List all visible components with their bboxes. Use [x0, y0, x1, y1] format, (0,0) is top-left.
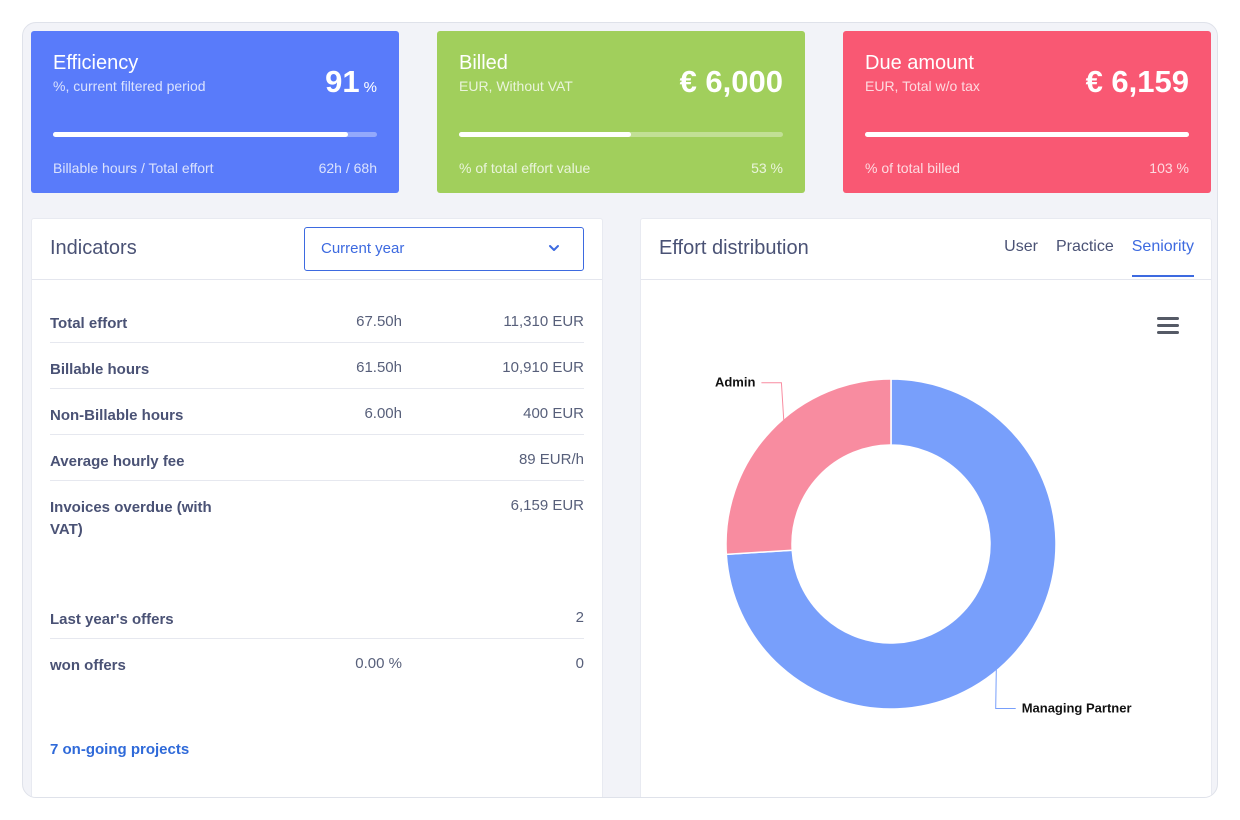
card-footer-value: 62h / 68h [318, 160, 377, 176]
hamburger-menu-icon[interactable] [1157, 317, 1179, 335]
card-value: € 6,159 [1085, 64, 1189, 99]
progress-fill [459, 132, 631, 137]
card-subtitle: EUR, Total w/o tax [865, 78, 980, 94]
donut-slice-managing-partner[interactable] [725, 378, 1057, 710]
donut-slice-admin[interactable] [725, 378, 892, 556]
effort-tabs: User Practice Seniority [1004, 238, 1195, 277]
indicator-value: 6,159 EUR [510, 497, 584, 514]
due-amount-card: Due amount EUR, Total w/o tax € 6,159 % … [843, 31, 1211, 193]
indicator-hours: 6.00h [364, 405, 402, 422]
indicators-title: Indicators [50, 237, 137, 259]
indicator-label: Total effort [50, 315, 128, 332]
effort-donut-chart: Managing Partner Admin [715, 375, 1132, 716]
efficiency-card: Efficiency %, current filtered period 91… [31, 31, 399, 193]
period-select-value: Current year [321, 240, 405, 257]
progress-fill [53, 132, 348, 137]
donut-leader-line [995, 643, 1016, 710]
card-footer-value: 53 % [751, 160, 783, 176]
billed-card: Billed EUR, Without VAT € 6,000 % of tot… [437, 31, 805, 193]
card-value: 91% [325, 64, 377, 100]
effort-distribution-panel: Effort distribution User Practice Senior… [640, 218, 1212, 797]
indicators-header: Indicators Current year [32, 219, 602, 280]
indicator-value: 0 [575, 655, 584, 672]
indicator-label: won offers [50, 657, 126, 674]
card-value-unit: % [363, 79, 377, 96]
card-value-number: 91 [325, 64, 360, 99]
indicator-row: Non-Billable hours 6.00h 400 EUR [50, 389, 584, 435]
donut-leader-line [761, 382, 786, 445]
card-footer-label: Billable hours / Total effort [53, 160, 214, 176]
progress-track [459, 132, 783, 137]
indicator-label: Invoices overdue (with VAT) [50, 499, 212, 538]
indicator-row: Invoices overdue (with VAT) 6,159 EUR [50, 481, 584, 593]
indicator-row: Average hourly fee 89 EUR/h [50, 435, 584, 481]
card-title: Due amount [865, 52, 974, 74]
progress-track [865, 132, 1189, 137]
indicator-row: Total effort 67.50h 11,310 EUR [50, 297, 584, 343]
indicator-hours: 61.50h [356, 359, 402, 376]
card-subtitle: %, current filtered period [53, 78, 206, 94]
indicator-label: Non-Billable hours [50, 407, 184, 424]
indicator-label: Billable hours [50, 361, 150, 378]
indicator-label: Average hourly fee [50, 453, 185, 470]
ongoing-projects-link[interactable]: 7 on-going projects [50, 741, 190, 758]
indicator-hours: 0.00 % [355, 655, 402, 672]
indicator-row: won offers 0.00 % 0 [50, 639, 584, 685]
indicators-panel: Indicators Current year Total effort 67.… [31, 218, 603, 797]
indicator-value: 2 [575, 609, 584, 626]
indicator-value: 400 EUR [523, 405, 584, 422]
tab-user[interactable]: User [1004, 238, 1038, 255]
tab-practice[interactable]: Practice [1055, 238, 1114, 255]
card-title: Efficiency [53, 52, 139, 74]
donut-label: Admin [715, 375, 756, 390]
tab-seniority[interactable]: Seniority [1131, 238, 1195, 277]
effort-title: Effort distribution [659, 237, 809, 259]
card-subtitle: EUR, Without VAT [459, 78, 573, 94]
indicator-label: Last year's offers [50, 611, 174, 628]
card-footer-label: % of total billed [865, 160, 960, 176]
indicator-rows: Total effort 67.50h 11,310 EUR Billable … [50, 297, 584, 685]
card-value: € 6,000 [679, 64, 783, 99]
card-footer-value: 103 % [1149, 160, 1189, 176]
indicator-value: 89 EUR/h [518, 451, 584, 468]
card-footer-label: % of total effort value [459, 160, 591, 176]
progress-fill [865, 132, 1189, 137]
indicator-row: Billable hours 61.50h 10,910 EUR [50, 343, 584, 389]
indicator-value: 11,310 EUR [503, 313, 584, 330]
progress-track [53, 132, 377, 137]
indicator-value: 10,910 EUR [502, 359, 584, 376]
indicator-hours: 67.50h [356, 313, 402, 330]
card-title: Billed [459, 52, 508, 74]
chevron-down-icon [549, 245, 559, 251]
donut-label: Managing Partner [1022, 701, 1132, 716]
indicator-row: Last year's offers 2 [50, 593, 584, 639]
period-select[interactable]: Current year [304, 227, 584, 271]
effort-header: Effort distribution User Practice Senior… [641, 219, 1211, 280]
dashboard-frame: Efficiency %, current filtered period 91… [22, 22, 1218, 798]
